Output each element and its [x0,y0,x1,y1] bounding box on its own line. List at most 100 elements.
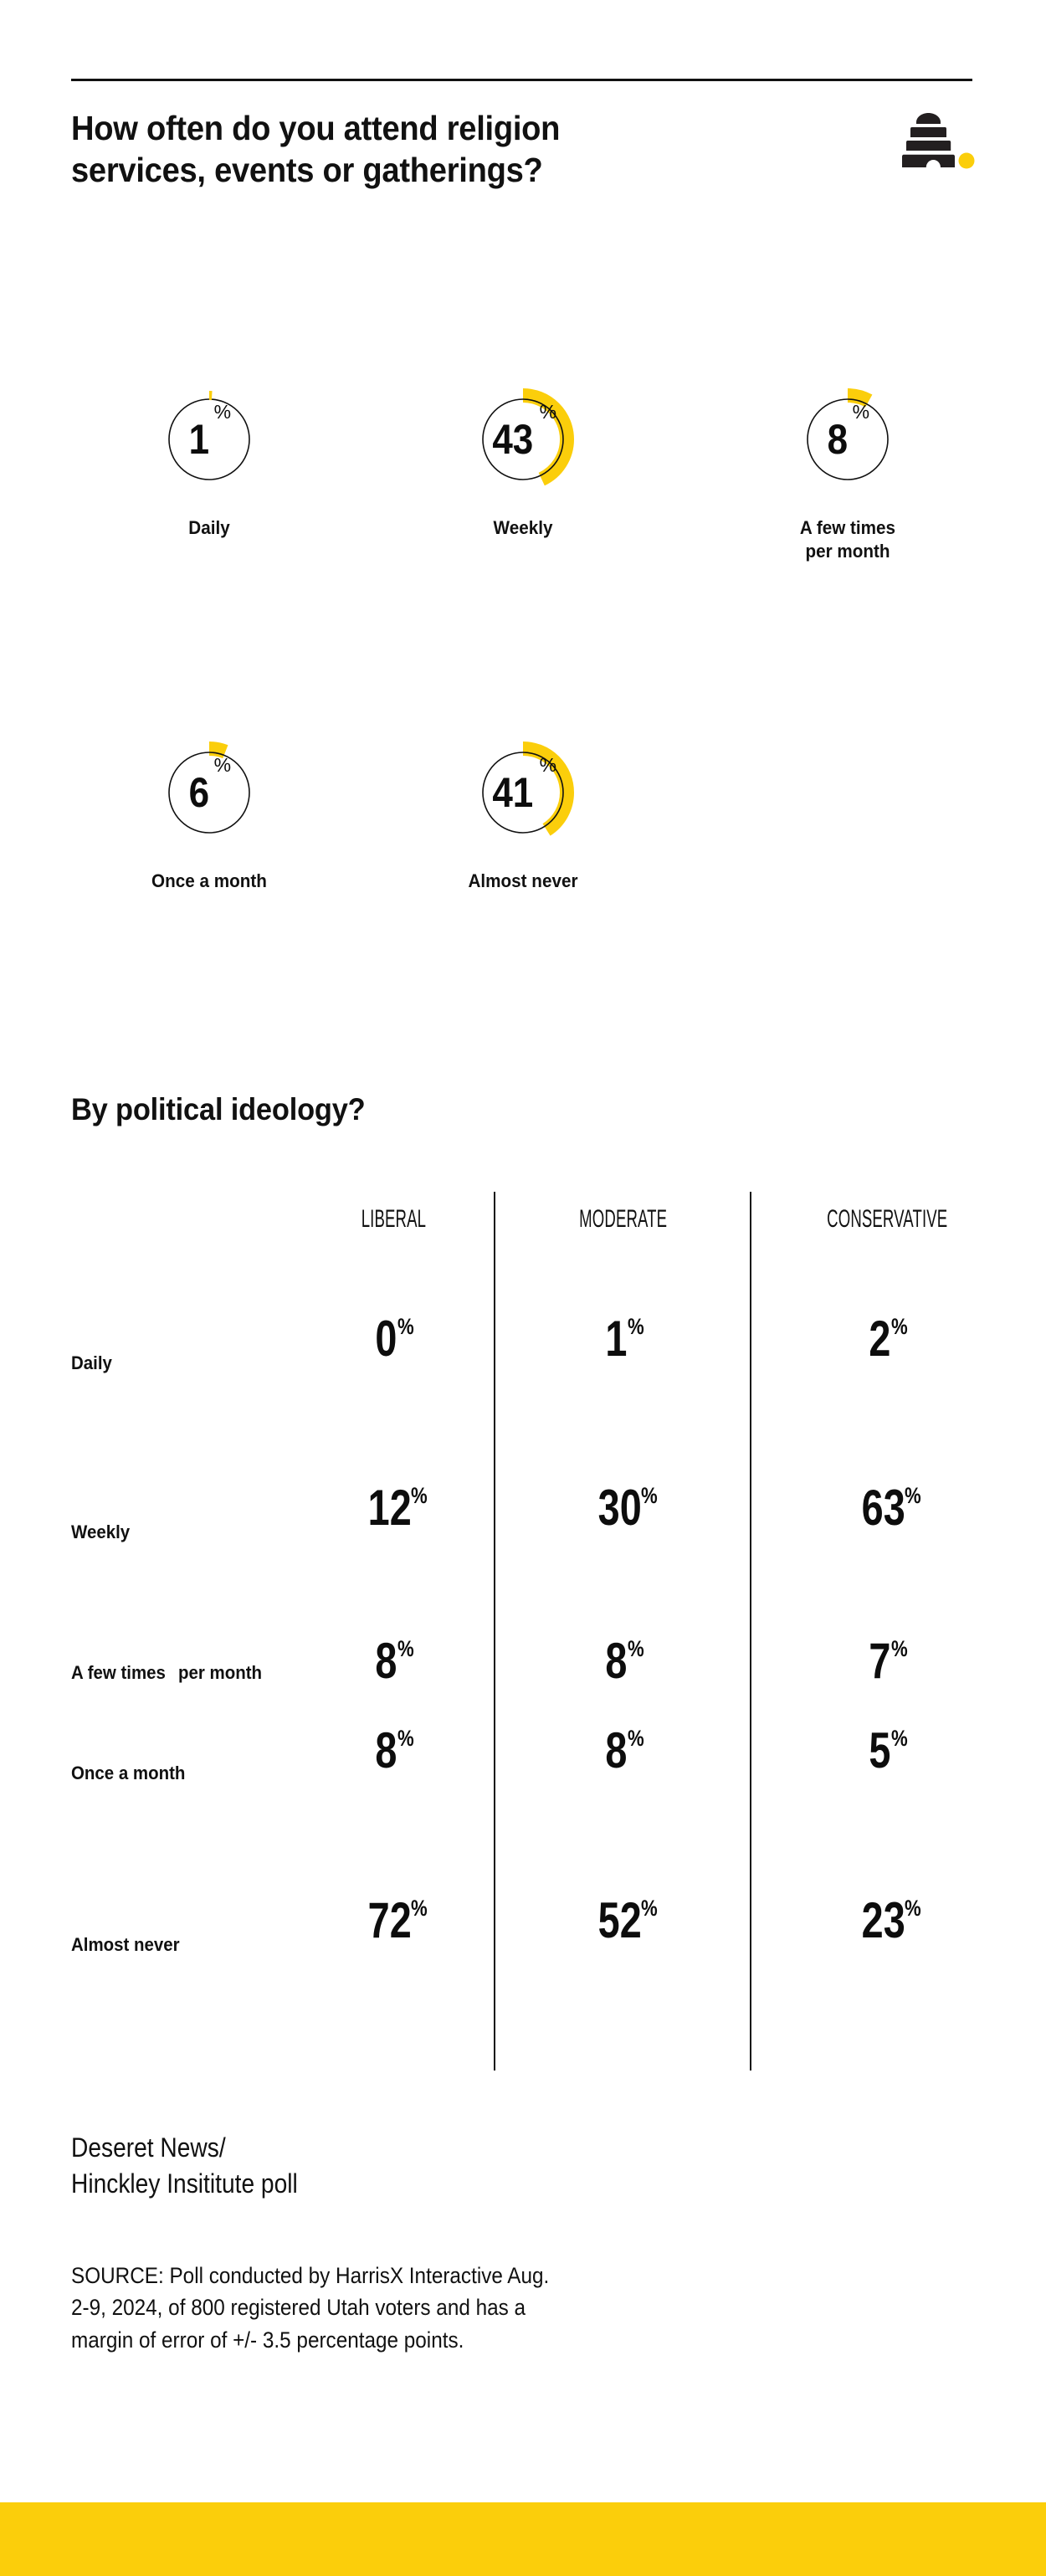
deseret-news-beehive-logo [887,110,976,171]
percent-sign: % [539,401,557,423]
table-value: 8 [375,1722,397,1778]
table-value: 30 [597,1480,642,1536]
table-value: 8 [375,1633,397,1689]
donut-value-almost-never: 41 % [464,734,582,851]
table-value: 8 [605,1633,628,1689]
donut-almost-never: 41 % Almost never [418,734,628,893]
percent-sign: % [397,1314,414,1339]
donut-weekly: 43 % Weekly [418,381,628,540]
percent-sign: % [905,1483,922,1508]
donut-label-line-1: A few times [799,517,896,538]
percent-sign: % [539,754,557,776]
donut-value-once-a-month: 6 % [151,734,268,851]
table-value: 5 [869,1722,891,1778]
percent-sign: % [890,1726,908,1751]
percent-sign: % [213,754,232,776]
table-value: 63 [861,1480,905,1536]
percent-sign: % [411,1483,428,1508]
donut-number-once-a-month: 6 [188,769,210,816]
source-line-3: margin of error of +/- 3.5 percentage po… [71,2327,464,2353]
source-line-2: 2-9, 2024, of 800 registered Utah voters… [71,2295,526,2321]
donut-number-weekly: 43 [492,416,534,463]
table-value: 7 [869,1633,891,1689]
percent-sign: % [852,401,870,423]
table-cell-weekly-moderate: 30% [519,1483,728,1533]
percent-sign: % [627,1314,644,1339]
top-rule-divider [71,79,972,81]
table-cell-weekly-liberal: 12% [289,1483,498,1533]
donut-value-daily: 1 % [151,381,268,498]
table-cell-daily-liberal: 0% [289,1314,498,1364]
table-cell-a-few-times-per-month-liberal: 8% [289,1636,498,1686]
percent-sign: % [641,1483,659,1508]
table-cell-once-a-month-conservative: 5% [782,1726,992,1776]
donut-once-a-month: 6 % Once a month [105,734,314,893]
table-cell-a-few-times-per-month-conservative: 7% [782,1636,992,1686]
table-column-header-liberal: LIBERAL [361,1205,426,1233]
donut-row-1: 1 % Daily 43 % Weekly [0,381,1046,657]
donut-row-2: 6 % Once a month 41 % Almost never [0,734,1046,1010]
credit-line-1: Deseret News/ [71,2132,226,2163]
donut-label-once-a-month: Once a month [151,870,267,891]
table-cell-once-a-month-moderate: 8% [519,1726,728,1776]
table-cell-almost-never-moderate: 52% [519,1896,728,1946]
table-column-header-moderate: MODERATE [579,1205,668,1233]
table-value: 8 [605,1722,628,1778]
table-cell-once-a-month-liberal: 8% [289,1726,498,1776]
table-value: 12 [367,1480,412,1536]
table-value: 0 [375,1311,397,1367]
credit-line-2: Hinckley Insititute poll [71,2168,298,2199]
percent-sign: % [890,1314,908,1339]
table-cell-weekly-conservative: 63% [782,1483,992,1533]
source-note: SOURCE: Poll conducted by HarrisX Intera… [71,2260,975,2356]
donut-label-weekly: Weekly [493,517,553,538]
table-value: 23 [861,1892,905,1948]
source-line-1: SOURCE: Poll conducted by HarrisX Intera… [71,2263,550,2288]
donut-number-daily: 1 [188,416,210,463]
donut-daily: 1 % Daily [105,381,314,540]
table-cell-almost-never-conservative: 23% [782,1896,992,1946]
table-row-label-a-few-times-per-month: A few times per month [71,1662,262,1683]
donut-chart-a-few-times-per-month: 8 % [789,381,906,498]
table-cell-almost-never-liberal: 72% [289,1896,498,1946]
donut-chart-almost-never: 41 % [464,734,582,851]
donut-value-a-few-times-per-month: 8 % [789,381,906,498]
donut-number-almost-never: 41 [492,769,534,816]
poll-credit: Deseret News/ Hinckley Insititute poll [71,2130,657,2202]
donut-number-a-few-times-per-month: 8 [827,416,849,463]
donut-label-daily: Daily [188,517,230,538]
table-row-label-daily: Daily [71,1352,112,1373]
table-value: 72 [367,1892,412,1948]
bottom-accent-bar [0,2502,1046,2576]
donut-label-a-few-times-per-month: A few times per month [750,516,946,562]
donut-a-few-times-per-month: 8 % A few times per month [743,381,952,562]
table-row-label-once-a-month: Once a month [71,1763,186,1783]
table-row-label-weekly: Weekly [71,1521,131,1542]
percent-sign: % [641,1896,659,1921]
table-value: 1 [605,1311,628,1367]
table-value: 52 [597,1892,642,1948]
table-cell-daily-moderate: 1% [519,1314,728,1364]
donut-chart-weekly: 43 % [464,381,582,498]
donut-chart-once-a-month: 6 % [151,734,268,851]
percent-sign: % [627,1726,644,1751]
section-heading-political-ideology: By political ideology? [71,1092,366,1126]
percent-sign: % [411,1896,428,1921]
table-value: 2 [869,1311,891,1367]
table-cell-a-few-times-per-month-moderate: 8% [519,1636,728,1686]
percent-sign: % [397,1636,414,1661]
table-row-label-almost-never: Almost never [71,1934,180,1955]
donut-chart-daily: 1 % [151,381,268,498]
table-cell-daily-conservative: 2% [782,1314,992,1364]
percent-sign: % [890,1636,908,1661]
donut-label-line-2: per month [805,540,890,562]
percent-sign: % [397,1726,414,1751]
donut-value-weekly: 43 % [464,381,582,498]
table-divider-1 [494,1192,495,2071]
table-column-header-conservative: CONSERVATIVE [826,1205,948,1233]
percent-sign: % [627,1636,644,1661]
percent-sign: % [905,1896,922,1921]
donut-label-almost-never: Almost never [468,870,578,891]
page-title: How often do you attend religion service… [71,109,561,190]
